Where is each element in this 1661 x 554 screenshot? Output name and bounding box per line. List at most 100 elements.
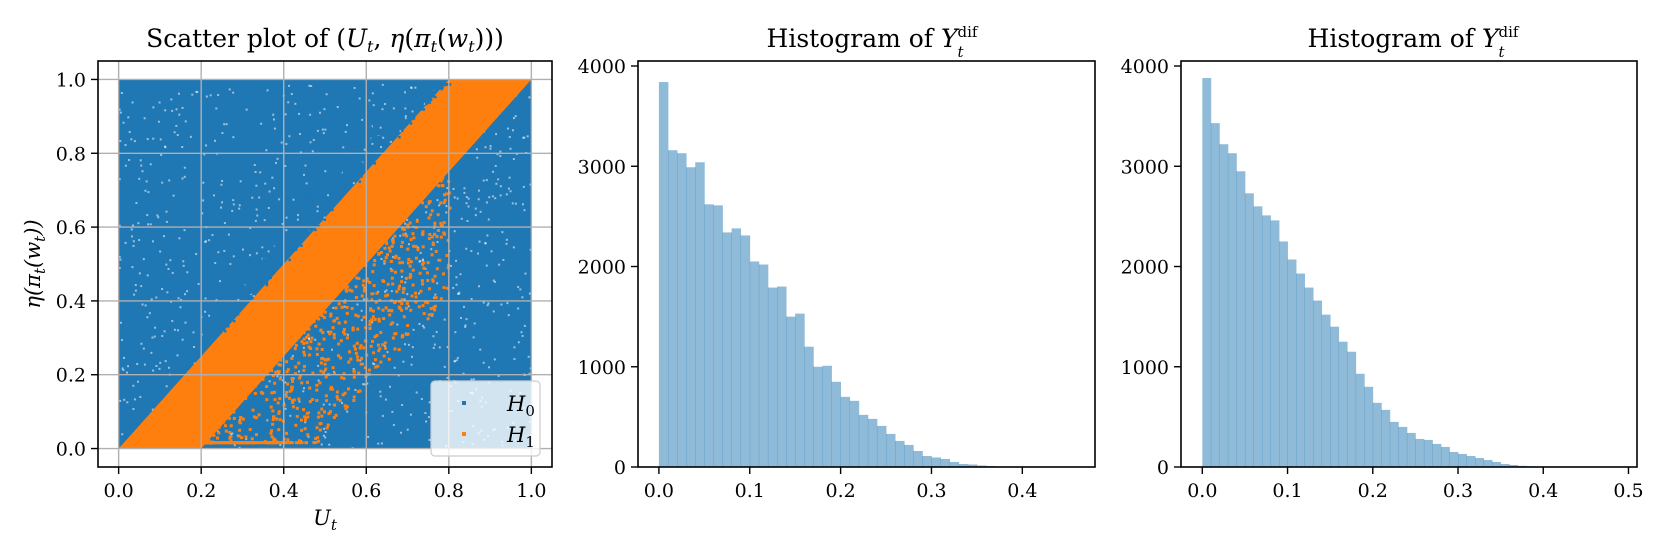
h1-point	[231, 441, 235, 445]
h1-point	[407, 112, 411, 116]
h1-point	[356, 314, 360, 318]
h1-point	[391, 137, 394, 140]
histogram-bar	[1475, 457, 1484, 467]
h1-point	[416, 248, 420, 252]
h1-point	[348, 163, 351, 166]
h1-point	[277, 363, 281, 367]
h1-point	[284, 394, 288, 398]
h1-point	[317, 342, 321, 346]
h0-point	[150, 298, 153, 301]
h1-point	[274, 239, 277, 242]
h1-point	[241, 286, 244, 289]
h0-point	[474, 207, 477, 210]
h1-point	[400, 308, 404, 312]
x-tick-label: 0.2	[825, 480, 855, 502]
scatter-y-ticks: 0.0 0.2 0.4 0.6 0.8 1.0	[56, 69, 98, 461]
h1-point	[352, 375, 356, 379]
h0-point	[531, 81, 534, 84]
h0-point	[171, 109, 174, 112]
h0-point	[455, 276, 458, 279]
h0-point	[138, 177, 141, 180]
h0-point	[288, 135, 291, 138]
h1-point	[309, 192, 312, 196]
h1-point	[421, 108, 424, 111]
h1-point	[383, 246, 387, 250]
h1-point	[265, 281, 269, 285]
h0-point	[346, 333, 349, 336]
h0-point	[528, 372, 531, 375]
h0-point	[499, 150, 502, 153]
h1-point	[357, 161, 361, 164]
h1-point	[323, 310, 327, 314]
h1-point	[408, 264, 412, 268]
h0-point	[482, 179, 485, 182]
h0-point	[261, 246, 264, 249]
h1-point	[367, 368, 371, 372]
h1-point	[332, 371, 336, 375]
h1-point	[419, 196, 423, 200]
h0-point	[492, 310, 495, 313]
h1-point	[434, 90, 438, 94]
h1-point	[437, 84, 440, 88]
h0-point	[118, 267, 121, 270]
histogram-bar	[731, 228, 742, 467]
h0-point	[401, 404, 404, 407]
histogram-bar	[1304, 287, 1314, 467]
h1-point	[379, 124, 382, 127]
h0-point	[119, 140, 122, 143]
h1-point	[323, 195, 326, 199]
h0-point	[227, 233, 230, 236]
h0-point	[495, 133, 498, 136]
h1-point	[431, 243, 435, 247]
h0-point	[453, 196, 456, 199]
h1-point	[307, 194, 311, 197]
h1-point	[343, 173, 347, 176]
histogram-panel-1: Histogram of Ydif t 0.0 0.1 0.2 0.3 0.4 0 1000…	[578, 23, 1096, 502]
h0-point	[201, 212, 204, 215]
h0-point	[169, 259, 172, 262]
h1-point	[343, 391, 347, 395]
h0-point	[432, 335, 435, 338]
h0-point	[485, 201, 488, 204]
y-tick-label: 2000	[1121, 257, 1169, 279]
h1-point	[378, 347, 382, 351]
h1-point	[442, 286, 446, 290]
h1-point	[322, 316, 326, 320]
h0-point	[366, 382, 369, 385]
h1-point	[422, 266, 426, 270]
h1-point	[328, 332, 332, 336]
h1-point	[305, 341, 309, 345]
h1-point	[336, 397, 340, 401]
h0-point	[467, 197, 470, 200]
h1-point	[268, 246, 271, 249]
h0-point	[522, 136, 525, 139]
h0-point	[278, 198, 281, 201]
h1-point	[207, 439, 211, 443]
histogram-bar	[1355, 373, 1365, 467]
h1-point	[373, 259, 377, 263]
h1-point	[377, 317, 381, 321]
h0-point	[368, 99, 371, 102]
h1-point	[390, 268, 394, 272]
h1-point	[277, 428, 281, 432]
h0-point	[298, 132, 301, 135]
h1-point	[442, 231, 446, 235]
h1-point	[433, 308, 437, 312]
h0-point	[404, 281, 407, 284]
h1-point	[371, 147, 374, 150]
h0-point	[482, 361, 485, 364]
h1-point	[381, 139, 385, 142]
h1-point	[344, 187, 348, 191]
h1-point	[368, 139, 371, 142]
h1-point	[365, 277, 369, 281]
h1-point	[356, 358, 360, 362]
h1-point	[265, 241, 269, 244]
h1-point	[375, 334, 379, 338]
h1-point	[310, 336, 314, 340]
h0-point	[168, 179, 171, 182]
h1-point	[339, 356, 343, 360]
h1-point	[263, 441, 267, 445]
h1-point	[323, 410, 327, 414]
h1-point	[370, 298, 374, 302]
h1-point	[401, 290, 405, 294]
